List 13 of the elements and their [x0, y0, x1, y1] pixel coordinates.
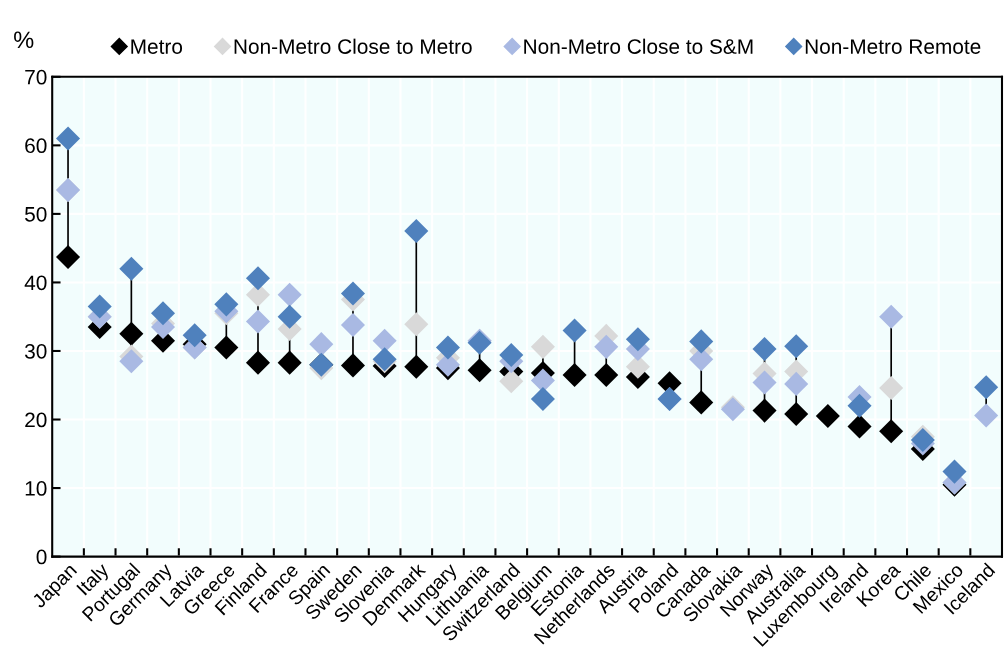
- y-tick-label: 70: [25, 69, 47, 85]
- y-tick-label: 50: [25, 206, 47, 222]
- legend-label: Metro: [131, 39, 183, 54]
- y-tick-label: 30: [24, 343, 47, 359]
- y-axis-title: %: [14, 31, 34, 49]
- legend-label: Non-Metro Close to Metro: [234, 38, 472, 54]
- y-tick-label: 20: [25, 412, 47, 428]
- y-tick-label: 60: [25, 138, 47, 154]
- y-tick-label: 40: [24, 275, 47, 291]
- legend-label: Non-Metro Remote: [805, 39, 981, 54]
- y-tick-label: 10: [25, 481, 47, 496]
- legend-label: Non-Metro Close to S&M: [524, 38, 753, 54]
- y-tick-label: 0: [36, 549, 47, 565]
